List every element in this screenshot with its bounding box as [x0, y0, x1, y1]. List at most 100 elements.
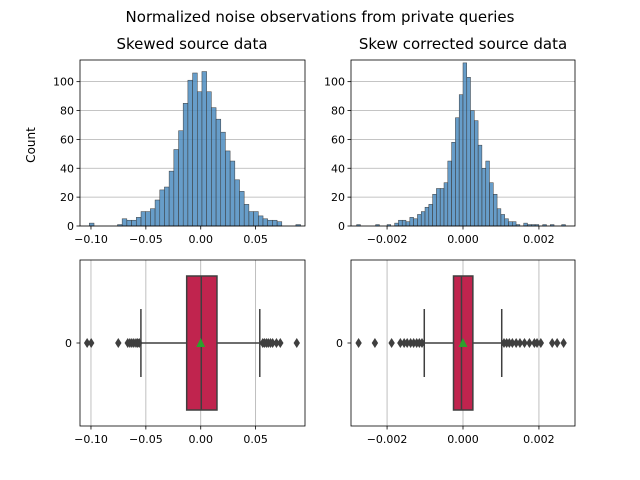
- hist-bar: [197, 91, 203, 227]
- hist-bar: [145, 211, 151, 227]
- hist-bar: [489, 182, 494, 227]
- xtick-boxplot-corrected: 0.000: [447, 426, 479, 446]
- xtick-boxplot-corrected: −0.002: [367, 426, 408, 446]
- hist-bar: [248, 211, 254, 227]
- hist-bar: [89, 222, 95, 227]
- hist-bar: [201, 71, 207, 227]
- ytick-label-histogram-skewed: 20: [60, 191, 74, 204]
- ytick-label-histogram-skewed: 100: [53, 76, 74, 89]
- hist-bar: [417, 214, 422, 227]
- xtick-label-boxplot-skewed: 0.00: [188, 433, 213, 446]
- hist-bar: [420, 211, 426, 227]
- ytick-label-histogram-skewed: 60: [60, 133, 74, 146]
- boxplot-corrected: 0 −0.002 0.000 0.002: [336, 259, 576, 446]
- hist-bar: [455, 117, 460, 227]
- hist-bar: [443, 182, 448, 227]
- ytick-histogram-skewed: 60: [60, 133, 80, 146]
- hist-bar: [466, 77, 471, 227]
- hist-bar: [496, 208, 502, 227]
- hist-bar: [405, 221, 411, 227]
- hist-bar: [215, 118, 222, 227]
- xtick-histogram-skewed: −0.05: [129, 226, 163, 246]
- hist-bar: [159, 189, 165, 227]
- hist-bar: [243, 204, 250, 227]
- box-boxplot-corrected: [355, 275, 567, 411]
- outlier-point: [388, 338, 395, 348]
- xtick-label-boxplot-skewed: −0.05: [129, 433, 163, 446]
- xtick-histogram-corrected: 0.002: [523, 226, 555, 246]
- hist-bar: [276, 221, 283, 227]
- ytick-label-histogram-corrected: 60: [331, 133, 345, 146]
- outlier-point: [521, 338, 528, 348]
- hist-bar: [136, 217, 142, 227]
- outlier-point: [553, 338, 561, 348]
- outlier-point: [526, 338, 533, 348]
- hist-bar: [470, 110, 475, 227]
- hist-bar: [173, 149, 179, 227]
- ytick-histogram-skewed: 0: [67, 220, 80, 233]
- frame-histogram-corrected: [350, 59, 576, 227]
- hist-bar: [458, 94, 464, 227]
- histogram-corrected: Skew corrected source data 0 20 40 60 80 100 −…: [324, 35, 576, 246]
- xtick-histogram-corrected: −0.002: [367, 226, 408, 246]
- hist-bar: [206, 91, 212, 227]
- ytick-label-histogram-skewed: 0: [67, 220, 74, 233]
- hist-bar: [220, 131, 226, 227]
- hist-bar: [436, 188, 441, 227]
- ytick-label-histogram-corrected: 20: [331, 191, 345, 204]
- hist-bar: [234, 179, 240, 227]
- xtick-label-histogram-skewed: −0.05: [129, 233, 163, 246]
- xtick-boxplot-skewed: 0.00: [188, 426, 213, 446]
- hist-bar: [182, 103, 189, 227]
- hist-bar: [126, 219, 132, 227]
- xtick-label-histogram-corrected: 0.000: [447, 233, 479, 246]
- ytick-histogram-corrected: 40: [331, 162, 351, 175]
- title-histogram-corrected: Skew corrected source data: [359, 35, 567, 53]
- xtick-histogram-skewed: 0.00: [188, 226, 213, 246]
- xtick-boxplot-corrected: 0.002: [523, 426, 555, 446]
- xtick-label-boxplot-corrected: −0.002: [367, 433, 408, 446]
- hist-bar: [485, 160, 490, 227]
- ytick-boxplot-corrected: 0: [336, 337, 351, 350]
- hist-bar: [258, 215, 264, 227]
- hist-bar: [432, 193, 437, 227]
- outlier-point: [397, 338, 404, 348]
- outlier-point: [273, 338, 280, 348]
- hist-bar: [504, 218, 509, 227]
- outlier-point: [533, 338, 541, 348]
- ytick-label-histogram-corrected: 0: [338, 220, 345, 233]
- hist-bar: [493, 193, 498, 227]
- xtick-boxplot-skewed: −0.05: [129, 426, 163, 446]
- box-boxplot-skewed: [83, 275, 300, 411]
- hist-bar: [512, 221, 517, 227]
- xtick-label-histogram-skewed: 0.00: [188, 233, 213, 246]
- hist-bar: [451, 142, 456, 227]
- ytick-boxplot-skewed: 0: [65, 337, 80, 350]
- xtick-histogram-skewed: −0.10: [74, 226, 108, 246]
- hist-bar: [523, 222, 528, 227]
- ticks-histogram-skewed: 0 20 40 60 80 100 −0.10 −0.05 0.00 0.05: [53, 76, 268, 246]
- ytick-label-histogram-skewed: 80: [60, 105, 74, 118]
- xtick-label-histogram-skewed: 0.05: [243, 233, 268, 246]
- frame-boxplot-skewed: [79, 259, 306, 427]
- ytick-histogram-skewed: 80: [60, 105, 80, 118]
- hist-bar: [131, 219, 137, 227]
- ytick-histogram-corrected: 80: [331, 105, 351, 118]
- hist-bar: [140, 211, 146, 227]
- outlier-point: [516, 338, 524, 348]
- outlier-point: [509, 338, 516, 348]
- hist-bar: [272, 219, 278, 227]
- hist-bar: [121, 218, 128, 227]
- outlier-point: [355, 338, 362, 348]
- ticks-boxplot-skewed: 0 −0.10 −0.05 0.00 0.05: [65, 337, 268, 446]
- boxplot-skewed: 0 −0.10 −0.05 0.00 0.05: [65, 259, 306, 446]
- ytick-label-histogram-corrected: 80: [331, 105, 345, 118]
- xtick-label-histogram-corrected: −0.002: [367, 233, 408, 246]
- mean-marker: [196, 338, 206, 347]
- outlier-point: [115, 338, 122, 348]
- hist-bar: [150, 208, 156, 227]
- outlier-point: [87, 338, 95, 348]
- hist-bar: [192, 72, 198, 227]
- hist-bar: [428, 204, 433, 227]
